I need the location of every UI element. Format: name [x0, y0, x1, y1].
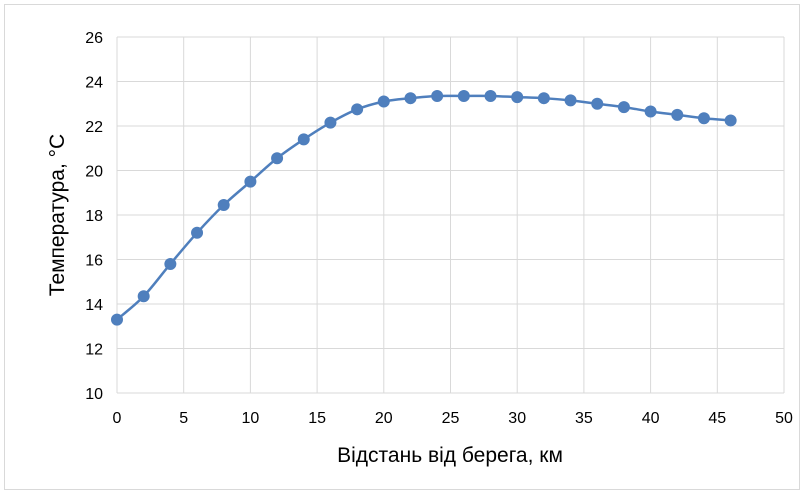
data-point-1: [137, 290, 150, 303]
x-tick-label-30: 30: [508, 410, 526, 427]
data-point-8: [324, 116, 337, 129]
data-point-15: [511, 91, 524, 104]
series-line-0: [116, 94, 731, 321]
data-point-13: [457, 89, 470, 102]
y-tick-label-10: 10: [85, 386, 103, 403]
data-point-18: [591, 97, 604, 110]
data-point-0: [111, 313, 123, 326]
y-tick-label-14: 14: [85, 297, 103, 314]
gridlines: [117, 36, 785, 393]
y-tick-label-22: 22: [85, 119, 103, 136]
x-tick-label-50: 50: [775, 410, 793, 427]
data-point-14: [484, 89, 497, 102]
y-tick-label-26: 26: [85, 30, 103, 47]
data-point-16: [537, 92, 550, 105]
data-point-22: [697, 112, 710, 125]
data-point-19: [617, 101, 630, 114]
data-point-7: [297, 133, 310, 146]
x-tick-label-40: 40: [642, 410, 660, 427]
data-point-12: [431, 89, 444, 102]
data-point-2: [164, 257, 177, 270]
chart-frame: [4, 4, 800, 490]
axes: [116, 37, 784, 394]
data-point-5: [244, 175, 257, 188]
y-tick-label-12: 12: [85, 342, 103, 359]
data-point-23: [724, 114, 737, 127]
x-tick-label-20: 20: [375, 410, 393, 427]
data-point-17: [564, 94, 577, 107]
x-tick-label-15: 15: [308, 410, 326, 427]
x-axis-title: Відстань від берега, км: [337, 444, 563, 467]
x-tick-label-45: 45: [708, 410, 726, 427]
data-point-21: [671, 108, 684, 121]
y-axis-title: Температура, °С: [46, 134, 69, 296]
y-tick-label-16: 16: [85, 253, 103, 270]
tick-labels: 10 12 14 16 18 20 22 24 26 0 5 10 15 20 25 30 35 40 45 50: [85, 30, 793, 427]
data-point-9: [351, 103, 364, 116]
x-tick-label-10: 10: [242, 410, 260, 427]
x-tick-label-5: 5: [179, 410, 188, 427]
data-point-3: [191, 226, 204, 239]
data-point-20: [644, 105, 657, 118]
data-point-4: [217, 198, 230, 211]
y-tick-label-18: 18: [85, 208, 103, 225]
series: [111, 89, 737, 326]
data-point-10: [377, 95, 390, 108]
data-point-11: [404, 92, 417, 105]
y-tick-label-20: 20: [85, 164, 103, 181]
data-point-6: [271, 152, 284, 165]
x-tick-label-25: 25: [442, 410, 460, 427]
x-tick-label-0: 0: [113, 410, 122, 427]
x-tick-label-35: 35: [575, 410, 593, 427]
y-tick-label-24: 24: [85, 75, 103, 92]
